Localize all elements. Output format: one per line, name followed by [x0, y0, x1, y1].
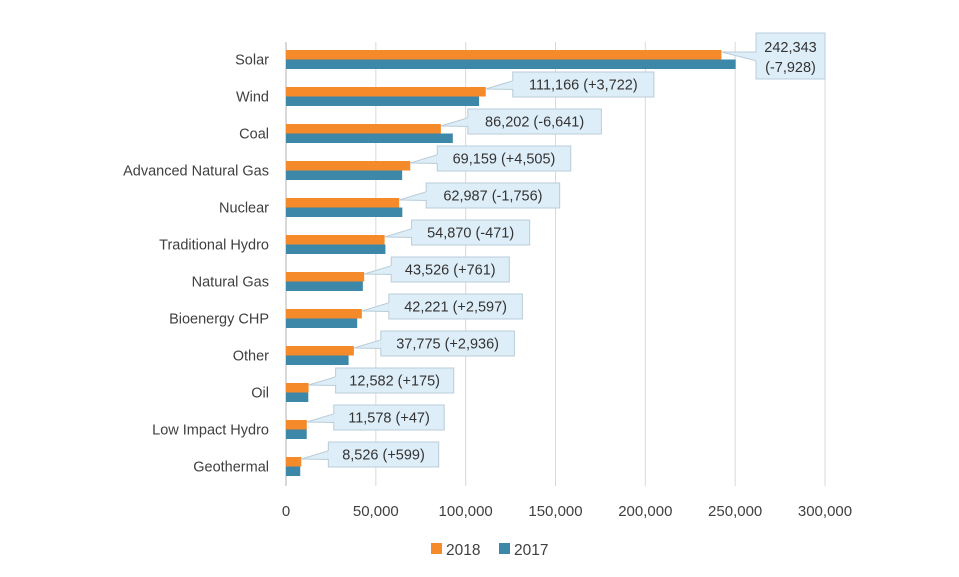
data-label: 86,202 (-6,641): [485, 115, 584, 131]
callout-pointer: [485, 79, 515, 91]
data-label: 69,159 (+4,505): [453, 152, 556, 168]
data-label: 12,582 (+175): [349, 374, 440, 390]
callout-box: [411, 219, 531, 246]
data-label: 111,166 (+3,722): [529, 78, 638, 94]
legend-swatch-2017: [499, 543, 510, 554]
data-label: (-7,928): [765, 60, 816, 76]
x-tick-label: 200,000: [618, 503, 672, 520]
bar-2017: [286, 318, 358, 328]
bar-2018: [286, 457, 302, 467]
bar-2017: [286, 355, 349, 365]
callout-pointer: [440, 116, 470, 128]
data-label: 8,526 (+599): [342, 448, 425, 464]
callout-pointer: [399, 190, 428, 202]
callout-pointer: [384, 227, 414, 239]
category-label: Nuclear: [219, 201, 269, 217]
callout-box: [425, 182, 561, 209]
callout-seam: [425, 192, 428, 200]
callout-box: [436, 145, 572, 172]
callout-seam: [335, 377, 338, 385]
callout-pointer: [301, 449, 330, 461]
callout-box: [335, 367, 455, 394]
bar-2017: [286, 392, 309, 402]
x-tick-label: 0: [282, 503, 290, 520]
category-label: Oil: [251, 386, 269, 402]
category-label: Other: [233, 349, 269, 365]
bar-2017: [286, 133, 453, 143]
category-label: Advanced Natural Gas: [123, 164, 269, 180]
bar-2017: [286, 170, 403, 180]
callout-seam: [436, 155, 439, 163]
bar-2017: [286, 281, 363, 291]
callout-pointer: [364, 264, 393, 276]
bar-2017: [286, 466, 301, 476]
category-label: Natural Gas: [192, 275, 269, 291]
category-label: Bioenergy CHP: [169, 312, 269, 328]
callout-box: [390, 256, 510, 283]
data-label: 11,578 (+47): [348, 411, 430, 427]
category-label: Wind: [236, 90, 269, 106]
category-label: Low Impact Hydro: [152, 423, 269, 439]
legend-label-2017: 2017: [514, 542, 548, 559]
legend-label-2018: 2018: [446, 542, 480, 559]
bar-2018: [286, 198, 400, 208]
data-label: 42,221 (+2,597): [404, 300, 507, 316]
category-label: Geothermal: [193, 460, 269, 476]
callout-pointer: [410, 153, 439, 165]
data-label: 242,343: [764, 40, 816, 56]
x-tick-label: 50,000: [353, 503, 399, 520]
x-tick-label: 150,000: [528, 503, 582, 520]
bar-2018: [286, 346, 354, 356]
category-label: Traditional Hydro: [159, 238, 269, 254]
callout-seam: [390, 266, 393, 274]
callout-pointer: [306, 412, 336, 424]
bar-2018: [286, 383, 309, 393]
bar-2018: [286, 420, 307, 430]
x-tick-label: 100,000: [439, 503, 493, 520]
bar-2018: [286, 235, 385, 245]
bar-2017: [286, 207, 403, 217]
bar-2017: [286, 96, 480, 106]
callout-seam: [467, 118, 470, 126]
callout-seam: [380, 340, 383, 348]
legend-swatch-2018: [431, 543, 442, 554]
bar-2018: [286, 50, 722, 60]
callout-seam: [327, 451, 330, 459]
data-label: 37,775 (+2,936): [396, 337, 499, 353]
bar-2018: [286, 87, 486, 97]
data-label: 54,870 (-471): [427, 226, 514, 242]
callout-box: [327, 441, 440, 468]
data-label: 62,987 (-1,756): [443, 189, 542, 205]
callout-box: [512, 71, 655, 98]
data-label: 43,526 (+761): [405, 263, 496, 279]
callout-pointer: [308, 375, 338, 387]
bar-2018: [286, 124, 441, 134]
bar-2017: [286, 59, 736, 69]
bar-2018: [286, 309, 362, 319]
callout-seam: [755, 52, 758, 61]
bar-2018: [286, 161, 411, 171]
callout-seam: [512, 81, 515, 89]
bar-2017: [286, 429, 307, 439]
category-label: Solar: [235, 53, 269, 69]
callout-box: [467, 108, 602, 135]
bar-2017: [286, 244, 386, 254]
callout-pointer: [353, 338, 383, 350]
x-tick-label: 250,000: [708, 503, 762, 520]
callout-seam: [388, 303, 391, 311]
bar-2018: [286, 272, 365, 282]
callout-seam: [411, 229, 414, 237]
callout-seam: [333, 414, 336, 422]
category-label: Coal: [239, 127, 269, 143]
x-tick-label: 300,000: [798, 503, 852, 520]
